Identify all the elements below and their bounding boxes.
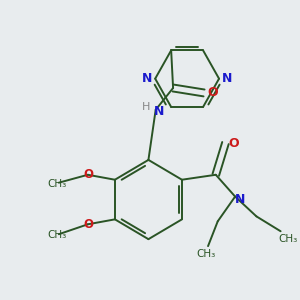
Text: O: O xyxy=(229,136,239,150)
Text: CH₃: CH₃ xyxy=(196,249,216,259)
Text: N: N xyxy=(154,105,165,118)
Text: N: N xyxy=(235,193,245,206)
Text: CH₃: CH₃ xyxy=(47,179,67,189)
Text: O: O xyxy=(84,168,94,181)
Text: CH₃: CH₃ xyxy=(47,230,67,240)
Text: CH₃: CH₃ xyxy=(279,234,298,244)
Text: O: O xyxy=(207,86,218,100)
Text: N: N xyxy=(222,72,232,85)
Text: N: N xyxy=(142,72,153,85)
Text: H: H xyxy=(142,102,150,112)
Text: O: O xyxy=(84,218,94,231)
